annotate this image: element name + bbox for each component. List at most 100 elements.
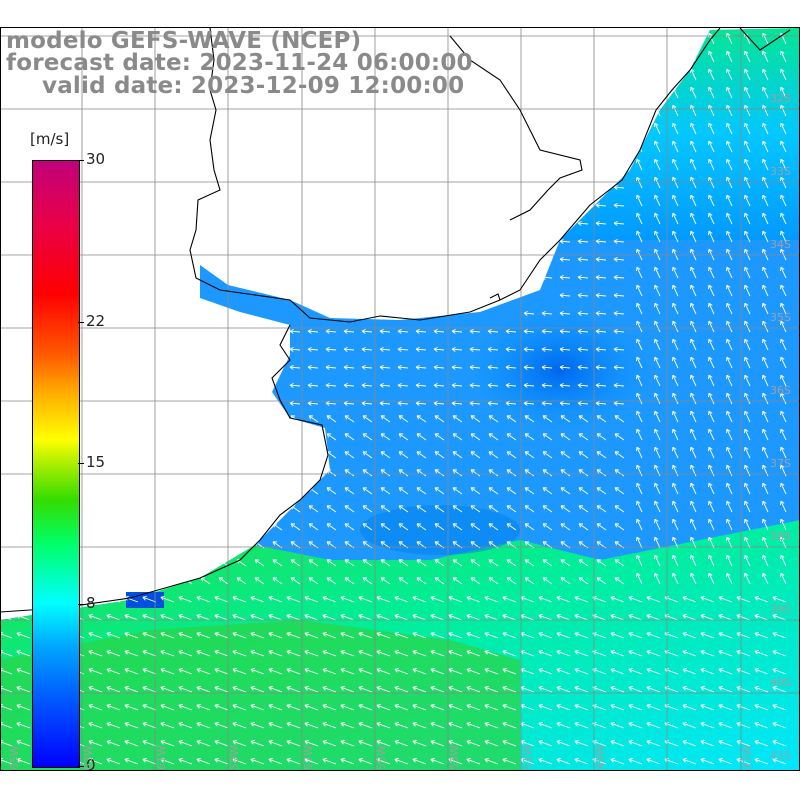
wind-arrow bbox=[344, 415, 355, 423]
wind-arrow bbox=[690, 284, 697, 297]
wind-arrow bbox=[613, 202, 625, 208]
wind-arrow bbox=[290, 469, 301, 477]
wind-arrow bbox=[708, 572, 715, 585]
wind-arrow bbox=[762, 122, 769, 135]
wind-arrow bbox=[772, 667, 787, 675]
wind-arrow bbox=[178, 595, 193, 603]
wind-arrow bbox=[109, 292, 121, 298]
wind-arrow bbox=[682, 649, 697, 657]
wind-arrow bbox=[398, 415, 409, 423]
wind-arrow bbox=[430, 685, 445, 693]
wind-arrow bbox=[744, 338, 751, 351]
wind-arrow bbox=[307, 346, 319, 352]
wind-arrow bbox=[762, 302, 769, 315]
wind-arrow bbox=[340, 667, 355, 675]
wind-arrow bbox=[708, 410, 715, 423]
wind-arrow bbox=[145, 256, 157, 262]
wind-arrow bbox=[672, 32, 679, 45]
wind-arrow bbox=[726, 212, 733, 225]
wind-arrow bbox=[726, 284, 733, 297]
wind-arrow bbox=[448, 667, 463, 675]
wind-arrow bbox=[577, 310, 589, 316]
colorbar-tick-label: 8 bbox=[86, 594, 96, 613]
wind-arrow bbox=[708, 158, 715, 171]
wind-arrow bbox=[690, 158, 697, 171]
wind-arrow bbox=[379, 382, 391, 388]
wind-arrow bbox=[596, 523, 607, 531]
wind-arrow bbox=[430, 649, 445, 657]
wind-arrow bbox=[178, 757, 193, 765]
wind-arrow bbox=[636, 554, 643, 567]
wind-arrow bbox=[488, 505, 499, 513]
wind-arrow bbox=[636, 104, 643, 117]
wind-arrow bbox=[362, 469, 373, 477]
wind-arrow bbox=[340, 685, 355, 693]
wind-arrow bbox=[636, 212, 643, 225]
wind-arrow bbox=[448, 649, 463, 657]
wind-arrow bbox=[595, 40, 607, 46]
wind-arrow bbox=[488, 487, 499, 495]
wind-arrow bbox=[452, 433, 463, 441]
wind-arrow bbox=[452, 487, 463, 495]
wind-arrow bbox=[762, 158, 769, 171]
wind-arrow bbox=[322, 595, 337, 603]
wind-arrow bbox=[196, 613, 211, 621]
wind-arrow bbox=[690, 320, 697, 333]
wind-arrow bbox=[654, 176, 661, 189]
wind-arrow bbox=[596, 451, 607, 459]
wind-arrow bbox=[142, 757, 157, 765]
wind-arrow bbox=[595, 274, 607, 280]
wind-arrow bbox=[556, 649, 571, 657]
wind-arrow bbox=[744, 428, 751, 441]
wind-arrow bbox=[538, 613, 553, 621]
wind-arrow bbox=[250, 739, 265, 747]
wind-arrow bbox=[744, 266, 751, 279]
wind-arrow bbox=[505, 382, 517, 388]
wind-arrow bbox=[343, 364, 355, 370]
wind-arrow bbox=[451, 328, 463, 334]
wind-arrow bbox=[700, 703, 715, 711]
wind-arrow bbox=[322, 721, 337, 729]
wind-arrow bbox=[506, 433, 517, 441]
wind-arrow bbox=[218, 559, 229, 567]
wind-arrow bbox=[780, 248, 787, 261]
wind-arrow bbox=[613, 256, 625, 262]
wind-arrow bbox=[542, 505, 553, 513]
wind-arrow bbox=[268, 667, 283, 675]
wind-arrow bbox=[595, 130, 607, 136]
wind-arrow bbox=[772, 631, 787, 639]
wind-arrow bbox=[164, 577, 175, 585]
wind-arrow bbox=[744, 68, 751, 81]
wind-arrow bbox=[430, 757, 445, 765]
wind-arrow bbox=[236, 577, 247, 585]
wind-arrow bbox=[780, 554, 787, 567]
wind-arrow bbox=[376, 703, 391, 711]
wind-arrow bbox=[708, 392, 715, 405]
wind-arrow bbox=[672, 500, 679, 513]
lon-label: 57W bbox=[302, 745, 315, 770]
wind-arrow bbox=[744, 248, 751, 261]
wind-arrow bbox=[636, 284, 643, 297]
wind-arrow bbox=[646, 703, 661, 711]
wind-arrow bbox=[595, 256, 607, 262]
wind-arrow bbox=[232, 667, 247, 675]
wind-arrow bbox=[578, 487, 589, 495]
wind-arrow bbox=[484, 595, 499, 603]
wind-arrow bbox=[124, 649, 139, 657]
wind-arrow bbox=[268, 649, 283, 657]
wind-arrow bbox=[780, 284, 787, 297]
wind-arrow bbox=[780, 410, 787, 423]
wind-arrow bbox=[690, 212, 697, 225]
wind-arrow bbox=[708, 266, 715, 279]
wind-arrow bbox=[250, 721, 265, 729]
wind-arrow bbox=[636, 140, 643, 153]
wind-arrow bbox=[380, 577, 391, 585]
wind-arrow bbox=[780, 302, 787, 315]
wind-arrow bbox=[433, 328, 445, 334]
wind-arrow bbox=[636, 230, 643, 243]
wind-arrow bbox=[380, 523, 391, 531]
wind-arrow bbox=[646, 649, 661, 657]
wind-arrow bbox=[577, 220, 589, 226]
wind-arrow bbox=[452, 469, 463, 477]
wind-arrow bbox=[744, 230, 751, 243]
